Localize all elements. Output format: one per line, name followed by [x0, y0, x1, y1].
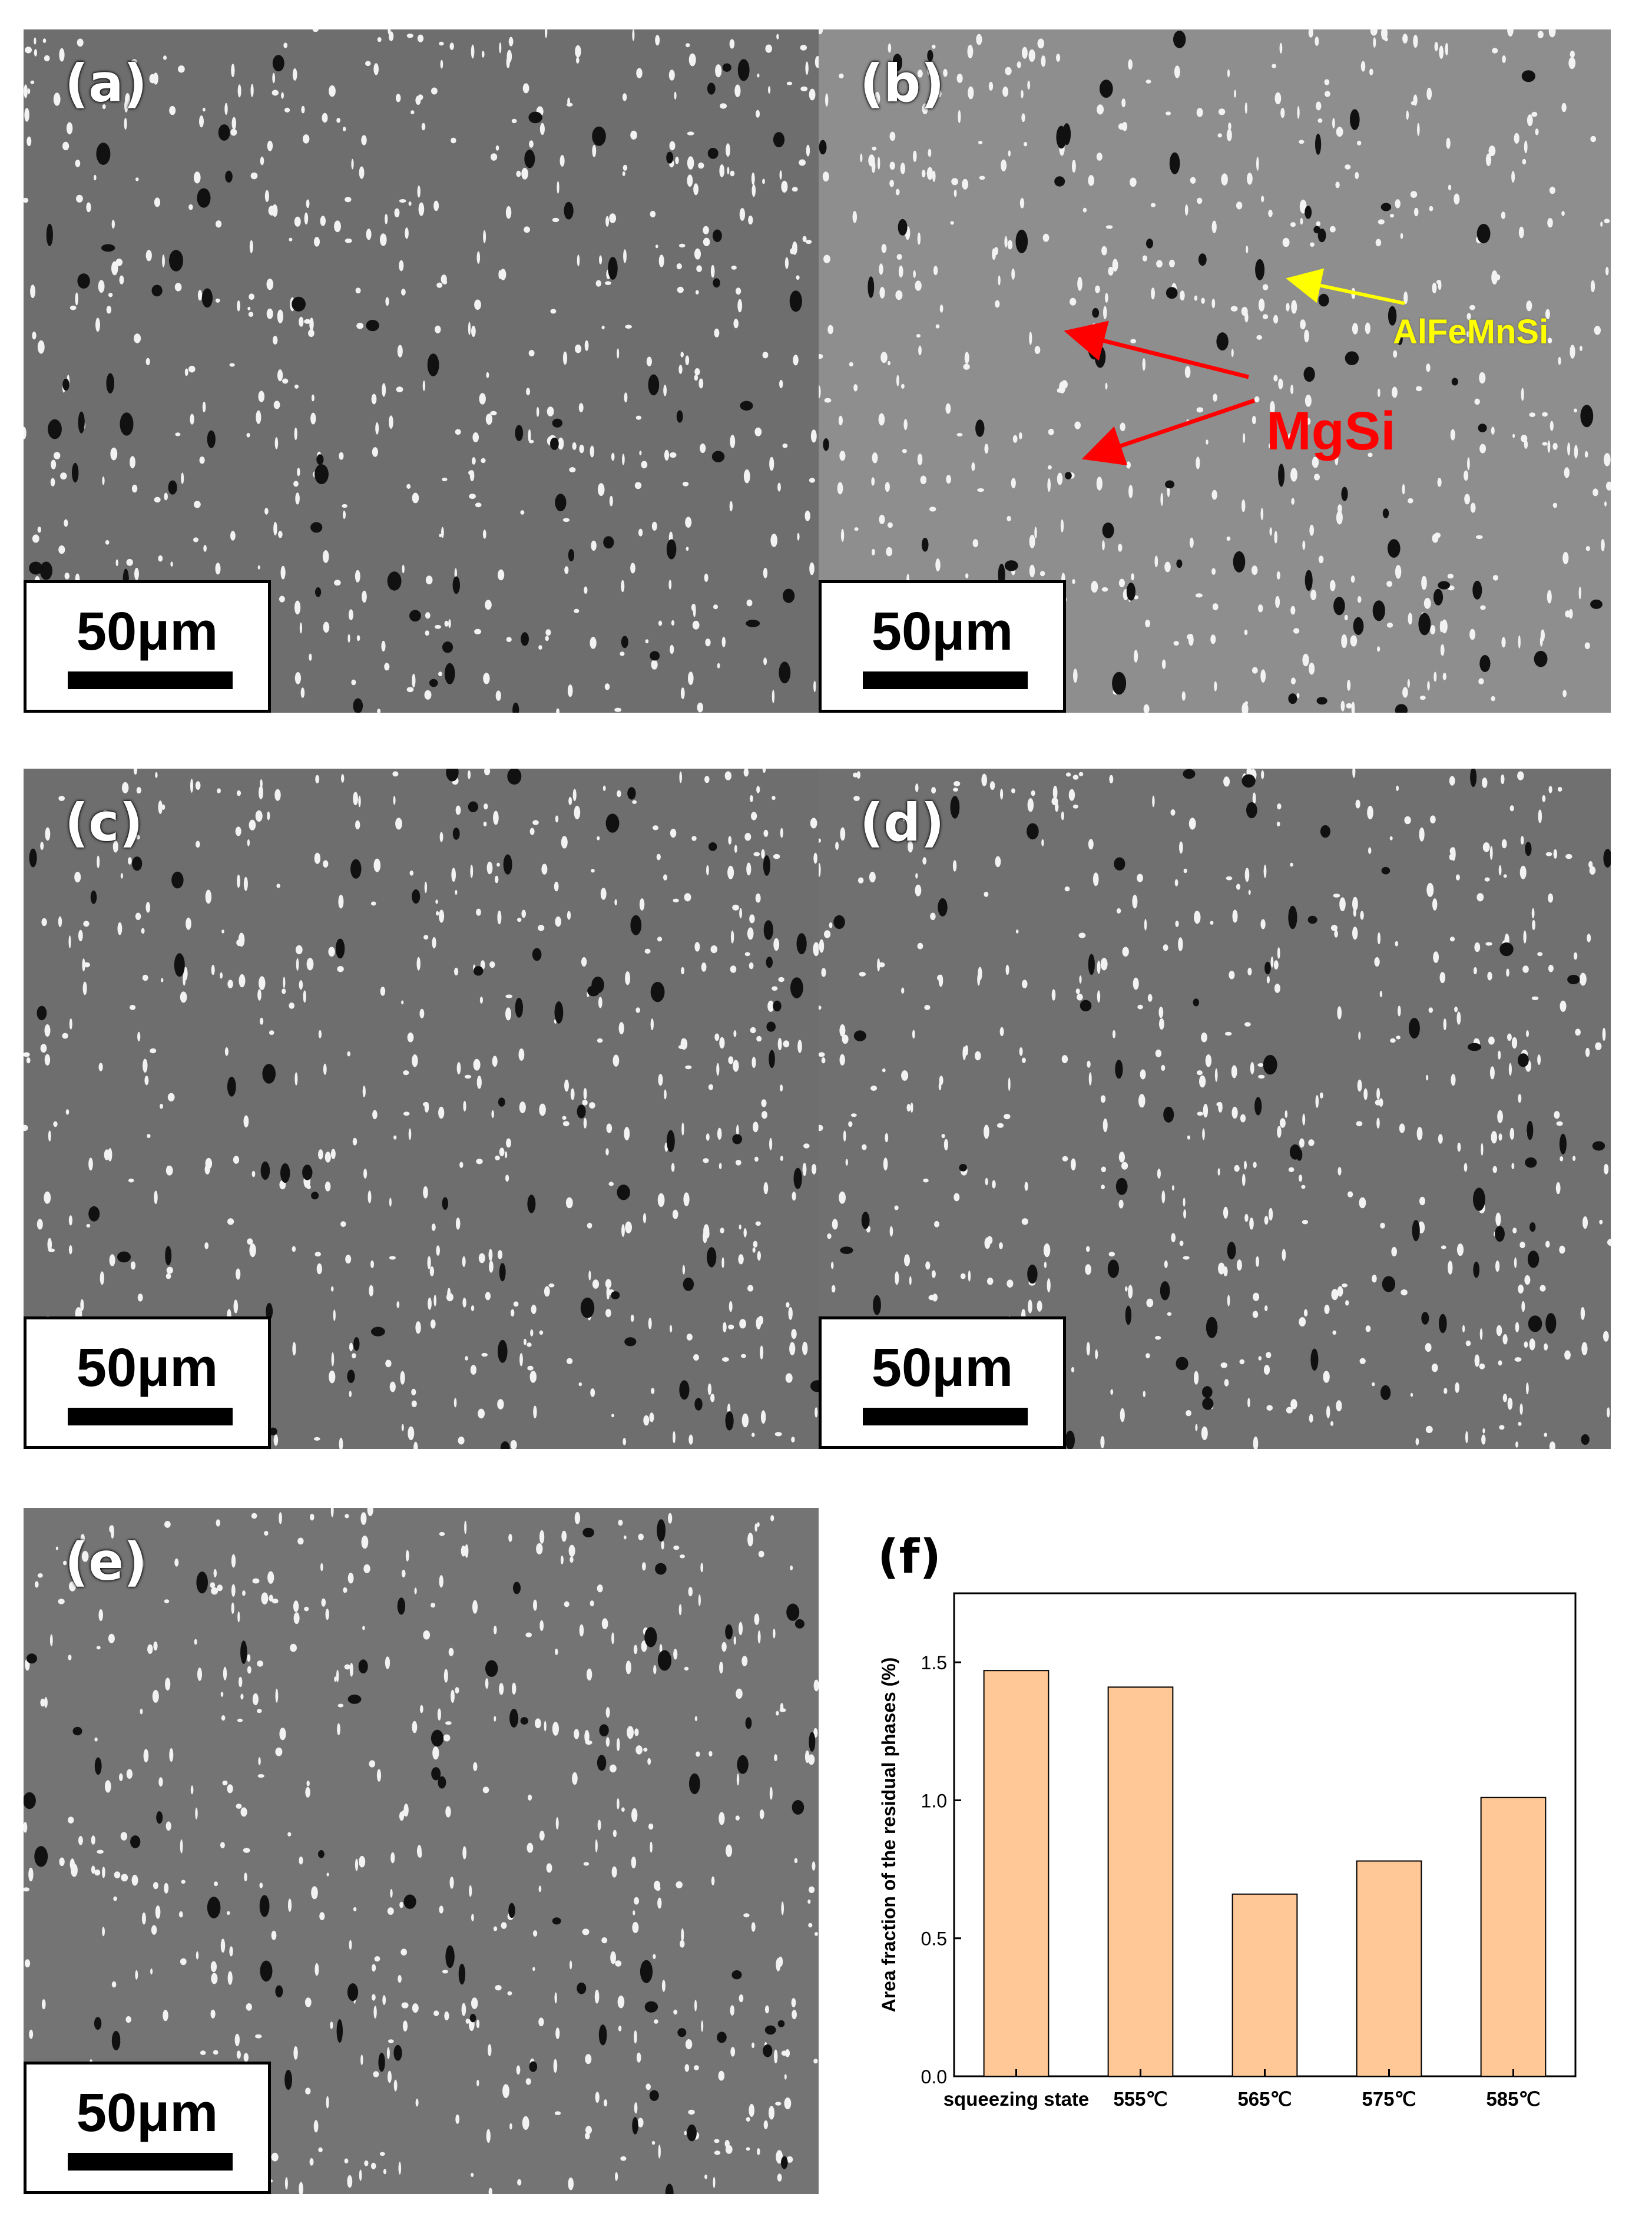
- scale-bar: [68, 2153, 233, 2171]
- scale-bar-label: 50μm: [76, 601, 218, 661]
- bar: [1231, 1893, 1298, 2077]
- panel-label-c: (c): [65, 792, 143, 853]
- micrograph-panel-c: (c) 50μm: [24, 769, 819, 1449]
- y-tick-label: 0.0: [921, 2066, 947, 2087]
- scale-bar-label: 50μm: [871, 601, 1014, 661]
- panel-label-a: (a): [65, 53, 147, 114]
- y-axis-label: Area fraction of the residual phases (%): [878, 1657, 899, 2013]
- y-tick-label: 1.5: [921, 1652, 947, 1673]
- scale-bar: [863, 1408, 1028, 1425]
- panel-label-f: (f): [878, 1537, 941, 1584]
- scale-bar-box: 50μm: [24, 1316, 271, 1449]
- mgsi-arrow: [1081, 398, 1256, 466]
- y-tick-label: 1.0: [921, 1790, 947, 1811]
- bar-chart: (f) 0.0 0.5 1.0 1.5 squeezing state 555℃ 565℃ 57…: [878, 1529, 1577, 2110]
- scale-bar: [68, 1408, 233, 1425]
- bar: [1356, 1860, 1422, 2077]
- mgsi-arrow: [1064, 320, 1249, 379]
- scale-bar-box: 50μm: [24, 580, 271, 713]
- scale-bar: [68, 671, 233, 689]
- panel-label-d: (d): [860, 792, 945, 853]
- annotation-arrows: [1064, 268, 1405, 466]
- panel-label-b: (b): [860, 53, 945, 114]
- micrograph-panel-b: (b) 50μm AlFeMnSi MgSi: [819, 29, 1611, 713]
- alfemnsi-label: AlFeMnSi: [1393, 313, 1549, 351]
- mgsi-label: MgSi: [1266, 401, 1396, 461]
- scale-bar-box: 50μm: [819, 580, 1066, 713]
- x-tick-label: squeezing state: [943, 2088, 1090, 2110]
- scale-bar-label: 50μm: [76, 2083, 218, 2143]
- scale-bar-box: 50μm: [24, 2062, 271, 2194]
- micrograph-texture: [24, 769, 819, 1449]
- micrograph-panel-e: (e) 50μm: [24, 1508, 819, 2194]
- micrograph-texture: [819, 29, 1611, 713]
- bar-chart-panel: (f) 0.0 0.5 1.0 1.5 squeezing state 555℃ 565℃ 57…: [854, 1529, 1620, 2162]
- micrograph-panel-a: (a) 50μm: [24, 29, 819, 713]
- scale-bar: [863, 671, 1028, 689]
- y-tick-label: 0.5: [921, 1928, 947, 1950]
- x-tick-label: 585℃: [1486, 2088, 1540, 2110]
- x-tick-label: 565℃: [1237, 2088, 1292, 2110]
- bar: [1107, 1686, 1174, 2077]
- micrograph-texture: [24, 1508, 819, 2194]
- x-tick-label: 575℃: [1362, 2088, 1416, 2110]
- micrograph-panel-d: (d) 50μm: [819, 769, 1611, 1449]
- scale-bar-label: 50μm: [76, 1338, 218, 1398]
- scale-bar-box: 50μm: [819, 1316, 1066, 1449]
- scale-bar-label: 50μm: [871, 1338, 1014, 1398]
- bar: [1480, 1796, 1547, 2077]
- micrograph-texture: [819, 769, 1611, 1449]
- x-tick-label: 555℃: [1113, 2088, 1167, 2110]
- alfemnsi-arrow: [1286, 268, 1405, 305]
- panel-label-e: (e): [65, 1531, 148, 1592]
- bar: [983, 1670, 1050, 2077]
